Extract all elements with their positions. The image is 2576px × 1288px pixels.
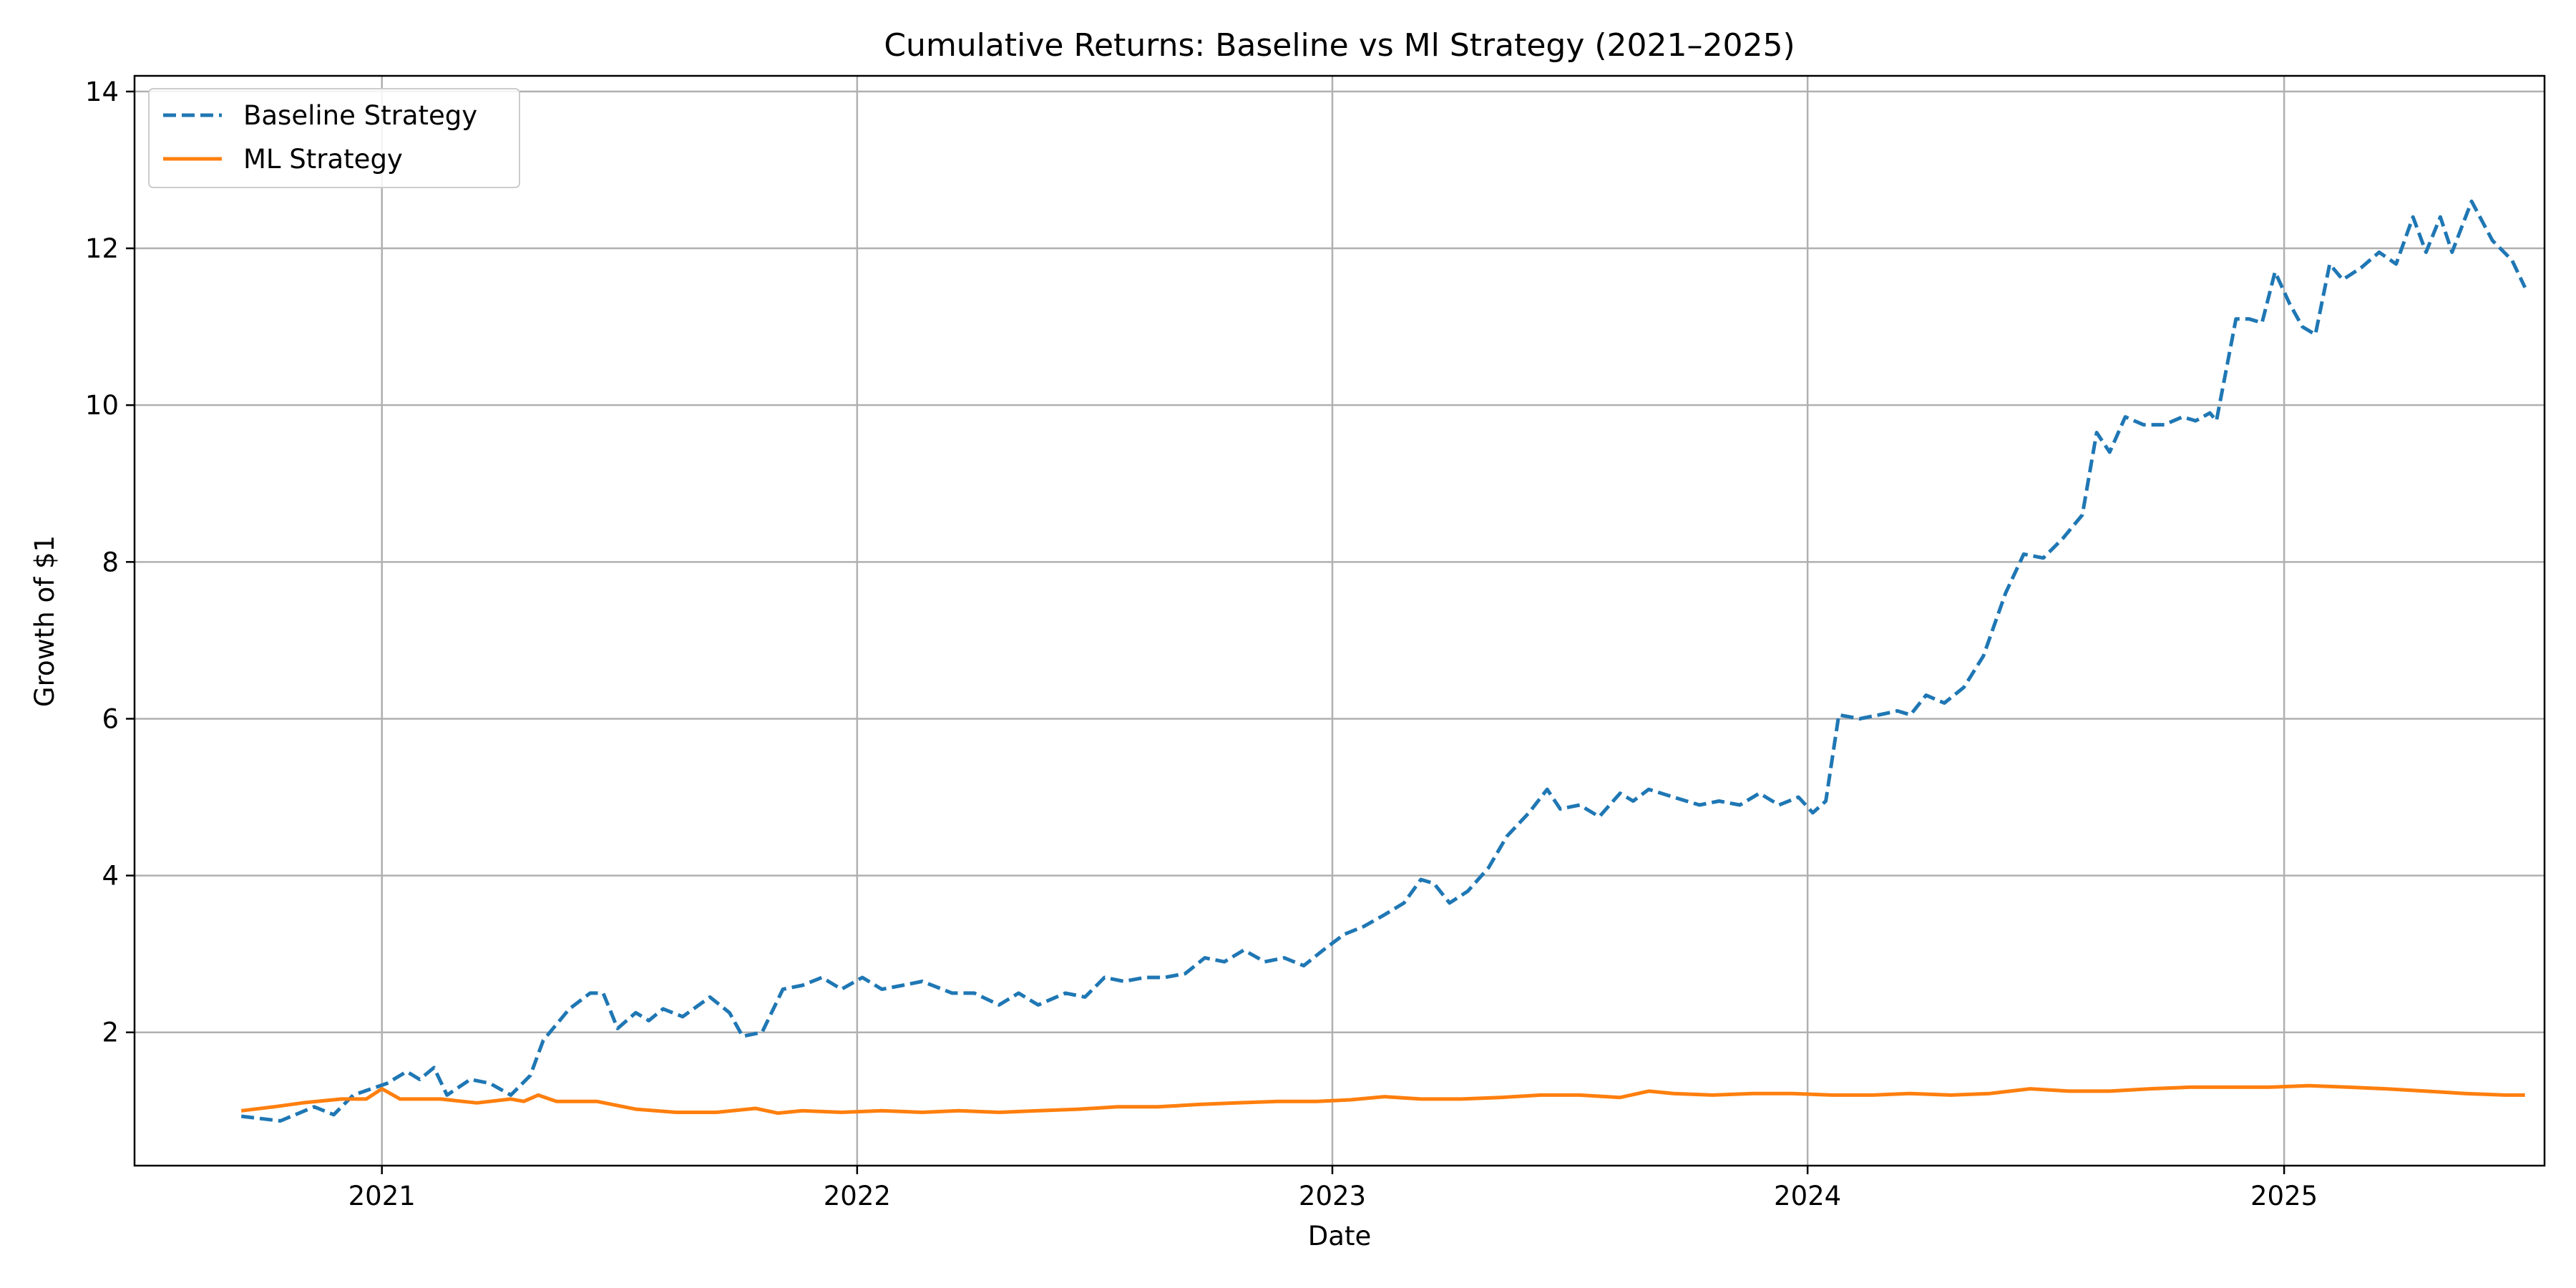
x-tick-label: 2021 <box>348 1181 416 1211</box>
plot-frame <box>133 74 2546 1167</box>
legend-label-ml: ML Strategy <box>243 144 403 175</box>
ml-strategy-line <box>240 1083 2525 1116</box>
legend-label-baseline: Baseline Strategy <box>243 100 477 131</box>
baseline-strategy-line <box>240 199 2527 1123</box>
y-tick-label: 2 <box>102 1018 119 1048</box>
x-tick-label: 2025 <box>2250 1181 2318 1211</box>
y-axis-label: Growth of $1 <box>29 535 60 707</box>
legend-box <box>148 88 520 188</box>
x-tick-label: 2023 <box>1299 1181 1366 1211</box>
series-lines <box>240 199 2527 1123</box>
y-tick-label: 14 <box>85 77 119 107</box>
x-axis-label: Date <box>1308 1221 1371 1252</box>
x-tick-label: 2024 <box>1774 1181 1841 1211</box>
x-tick-label: 2022 <box>824 1181 891 1211</box>
y-tick-label: 6 <box>102 703 119 734</box>
chart-title: Cumulative Returns: Baseline vs Ml Strat… <box>884 27 1795 64</box>
y-tick-label: 10 <box>85 390 119 421</box>
y-tick-label: 8 <box>102 547 119 577</box>
axis-ticks: 2021 2022 2023 2024 2025 2 4 6 8 10 12 14 <box>85 77 2318 1211</box>
grid <box>135 76 2545 1166</box>
y-tick-label: 4 <box>102 861 119 892</box>
legend: Baseline Strategy ML Strategy <box>148 88 520 188</box>
y-tick-label: 12 <box>85 233 119 264</box>
